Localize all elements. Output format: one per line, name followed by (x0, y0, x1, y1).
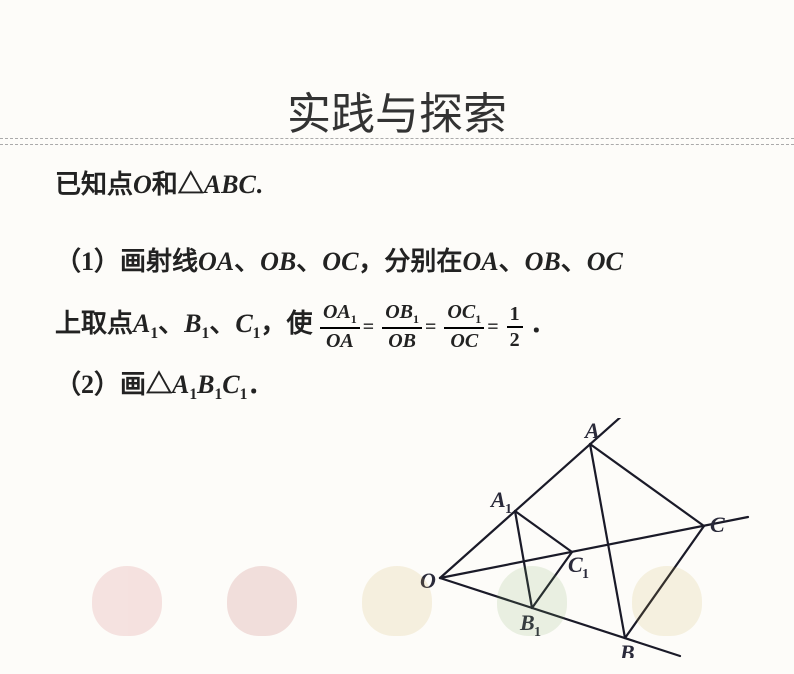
var-B1: B1 (184, 309, 209, 338)
var-OC: OC (322, 247, 358, 276)
svg-text:C: C (710, 512, 725, 537)
given-line: 已知点O和△ABC. (55, 164, 739, 201)
sep: 、 (209, 309, 235, 338)
var-OA: OA (198, 247, 234, 276)
sep: 、 (499, 247, 525, 276)
frac-ob: OB1 OB (382, 302, 422, 351)
var-OA: OA (462, 247, 498, 276)
svg-text:O: O (420, 568, 436, 593)
sep: 、 (561, 247, 587, 276)
top-dashed-rule (0, 138, 794, 145)
sep: 、 (158, 309, 184, 338)
sep: 、 (234, 247, 260, 276)
svg-text:A: A (583, 418, 600, 443)
svg-text:1: 1 (534, 625, 541, 640)
text: . (256, 170, 263, 199)
var-A1B1C1: A1B1C1 (172, 370, 247, 399)
frac-oa: OA1 OA (320, 302, 360, 351)
text: ，分别在 (358, 247, 462, 276)
wm-blob (227, 566, 297, 636)
svg-text:B: B (619, 640, 635, 658)
text: 和△ (152, 170, 204, 199)
text: （1）画射线 (55, 247, 198, 276)
geometry-figure: OABCA1B1C1 (400, 418, 760, 658)
svg-text:1: 1 (505, 502, 512, 517)
step-2: （2）画△A1B1C1． (55, 364, 739, 404)
sep: 、 (296, 247, 322, 276)
svg-text:C: C (568, 552, 583, 577)
var-OC: OC (587, 247, 623, 276)
text: ． (247, 370, 273, 399)
text: （2）画△ (55, 370, 172, 399)
text: 上取点 (55, 309, 133, 338)
text: ． (530, 309, 556, 338)
svg-text:A: A (489, 487, 506, 512)
var-OB: OB (525, 247, 561, 276)
step-1: （1）画射线OA、OB、OC，分别在OA、OB、OC 上取点A1、B1、C1，使… (55, 231, 739, 356)
var-C1: C1 (235, 309, 260, 338)
page-title: 实践与探索 (0, 78, 794, 142)
frac-half: 1 2 (507, 304, 523, 350)
var-ABC: ABC (204, 170, 256, 199)
text: ，使 (260, 309, 312, 338)
text: 已知点 (55, 170, 133, 199)
svg-text:1: 1 (582, 567, 589, 582)
var-OB: OB (260, 247, 296, 276)
frac-oc: OC1 OC (444, 302, 484, 351)
wm-blob (92, 566, 162, 636)
var-O: O (133, 170, 152, 199)
content-block: 已知点O和△ABC. （1）画射线OA、OB、OC，分别在OA、OB、OC 上取… (0, 164, 794, 404)
svg-text:B: B (519, 610, 535, 635)
var-A1: A1 (133, 309, 158, 338)
ratio-formula: OA1 OA = OB1 OB = OC1 OC = 1 2 (319, 301, 524, 351)
